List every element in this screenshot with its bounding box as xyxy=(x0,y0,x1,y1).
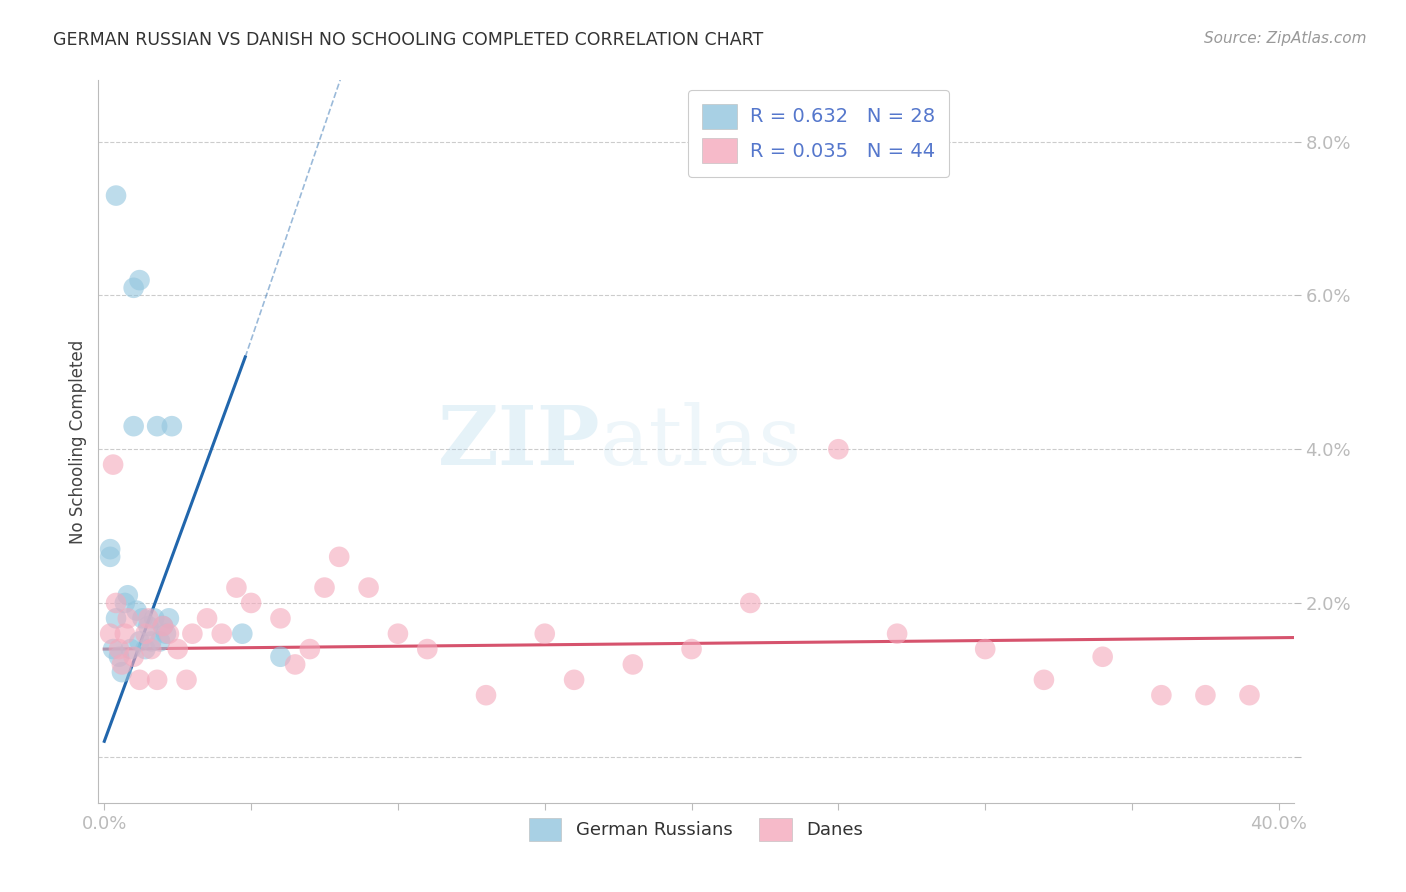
Point xyxy=(131,611,153,625)
Point xyxy=(143,611,166,625)
Point xyxy=(105,611,128,625)
Point xyxy=(122,281,145,295)
Point xyxy=(231,626,253,640)
Point xyxy=(160,419,183,434)
Point xyxy=(152,619,174,633)
Point xyxy=(974,642,997,657)
Point xyxy=(128,273,150,287)
Point xyxy=(117,611,139,625)
Point xyxy=(122,419,145,434)
Point xyxy=(475,688,498,702)
Point xyxy=(740,596,762,610)
Point xyxy=(134,642,156,657)
Point xyxy=(138,611,160,625)
Point xyxy=(114,626,136,640)
Point xyxy=(98,549,121,564)
Point xyxy=(120,642,142,657)
Point xyxy=(125,604,148,618)
Point xyxy=(387,626,409,640)
Point xyxy=(1150,688,1173,702)
Point xyxy=(1091,649,1114,664)
Text: GERMAN RUSSIAN VS DANISH NO SCHOOLING COMPLETED CORRELATION CHART: GERMAN RUSSIAN VS DANISH NO SCHOOLING CO… xyxy=(53,31,763,49)
Point xyxy=(111,657,134,672)
Point xyxy=(98,626,121,640)
Point xyxy=(269,649,291,664)
Point xyxy=(1194,688,1216,702)
Point xyxy=(105,188,128,202)
Point xyxy=(269,611,291,625)
Point xyxy=(128,634,150,648)
Point xyxy=(225,581,247,595)
Text: Source: ZipAtlas.com: Source: ZipAtlas.com xyxy=(1204,31,1367,46)
Point xyxy=(138,619,160,633)
Point xyxy=(562,673,585,687)
Point xyxy=(827,442,849,457)
Point xyxy=(533,626,555,640)
Point xyxy=(157,611,180,625)
Legend: German Russians, Danes: German Russians, Danes xyxy=(522,810,870,848)
Point xyxy=(111,665,134,680)
Point xyxy=(122,649,145,664)
Text: atlas: atlas xyxy=(600,401,803,482)
Point xyxy=(98,542,121,557)
Point xyxy=(101,458,124,472)
Point xyxy=(146,419,169,434)
Point xyxy=(284,657,307,672)
Point xyxy=(166,642,188,657)
Point xyxy=(1032,673,1054,687)
Point xyxy=(181,626,204,640)
Point xyxy=(328,549,350,564)
Point xyxy=(128,673,150,687)
Point xyxy=(298,642,321,657)
Point xyxy=(117,588,139,602)
Point xyxy=(357,581,380,595)
Point xyxy=(886,626,908,640)
Point xyxy=(134,626,156,640)
Point xyxy=(152,619,174,633)
Point xyxy=(681,642,703,657)
Point xyxy=(1239,688,1261,702)
Point xyxy=(314,581,336,595)
Point xyxy=(105,596,128,610)
Point xyxy=(240,596,263,610)
Point xyxy=(621,657,644,672)
Point xyxy=(114,596,136,610)
Point xyxy=(141,642,163,657)
Point xyxy=(157,626,180,640)
Point xyxy=(195,611,218,625)
Point xyxy=(146,673,169,687)
Point xyxy=(101,642,124,657)
Y-axis label: No Schooling Completed: No Schooling Completed xyxy=(69,340,87,543)
Point xyxy=(211,626,233,640)
Point xyxy=(108,649,131,664)
Text: ZIP: ZIP xyxy=(437,401,600,482)
Point xyxy=(149,634,172,648)
Point xyxy=(155,626,177,640)
Point xyxy=(416,642,439,657)
Point xyxy=(108,642,131,657)
Point xyxy=(141,634,163,648)
Point xyxy=(176,673,198,687)
